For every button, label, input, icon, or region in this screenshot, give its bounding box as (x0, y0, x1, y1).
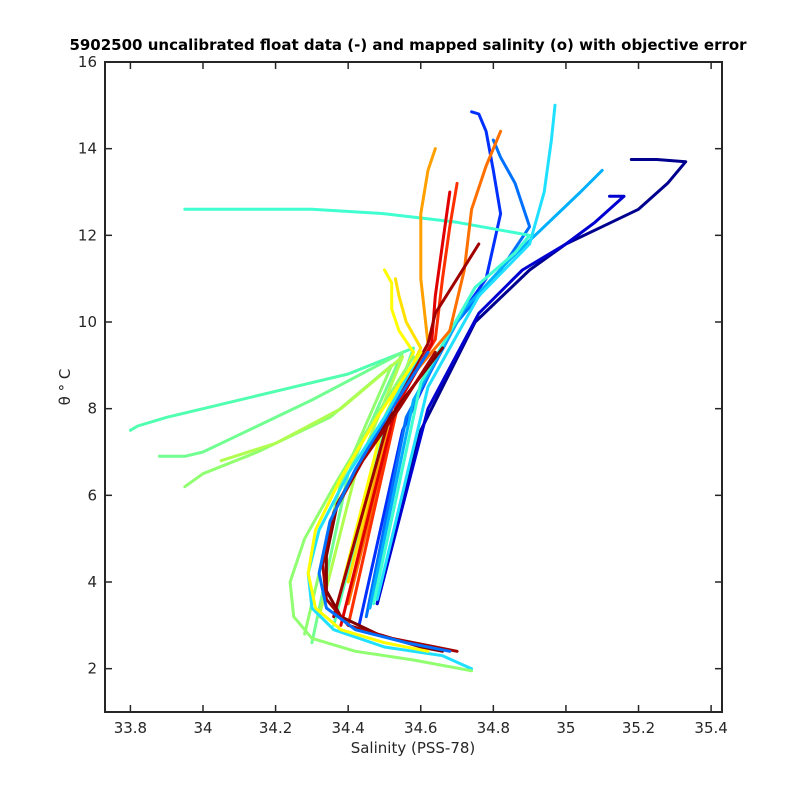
y-tick-label: 12 (78, 226, 97, 244)
x-tick-label: 34.4 (331, 719, 364, 737)
y-axis: 2 4 6 8 10 12 14 16 (78, 53, 722, 678)
x-tick-label: 35.4 (694, 719, 727, 737)
profile-line-21 (306, 350, 474, 671)
profile-line-5 (375, 103, 557, 601)
profile-line-23 (306, 350, 430, 653)
profile-line-17 (332, 242, 481, 619)
plot-frame (104, 61, 723, 713)
y-tick-label: 14 (78, 140, 97, 158)
y-tick-label: 6 (87, 486, 97, 504)
series-layer (128, 103, 688, 673)
x-tick-label: 33.8 (114, 719, 147, 737)
y-axis-label: θ ° C (56, 369, 74, 406)
x-tick-label: 35.2 (622, 719, 655, 737)
chart-title: 5902500 uncalibrated float data (-) and … (69, 36, 747, 54)
y-tick-label: 2 (87, 660, 97, 678)
y-tick-label: 4 (87, 573, 97, 591)
profile-line-1 (375, 194, 626, 606)
profile-line-22 (288, 355, 474, 673)
y-tick-label: 8 (87, 400, 97, 418)
profile-line-9 (183, 363, 394, 636)
x-axis: 33.8 34 34.2 34.4 34.6 34.8 35 35.2 35.4 (114, 62, 728, 737)
x-tick-label: 34.6 (404, 719, 437, 737)
profile-line-20 (317, 350, 452, 653)
y-tick-label: 16 (78, 53, 97, 71)
x-tick-label: 34 (193, 719, 212, 737)
x-tick-label: 35 (556, 719, 575, 737)
x-axis-label: Salinity (PSS-78) (351, 739, 476, 757)
x-tick-label: 34.8 (477, 719, 510, 737)
x-tick-label: 34.2 (259, 719, 292, 737)
profile-line-10 (219, 355, 405, 619)
profile-line-4 (368, 168, 604, 610)
y-tick-label: 10 (78, 313, 97, 331)
profile-line-0 (375, 158, 688, 606)
